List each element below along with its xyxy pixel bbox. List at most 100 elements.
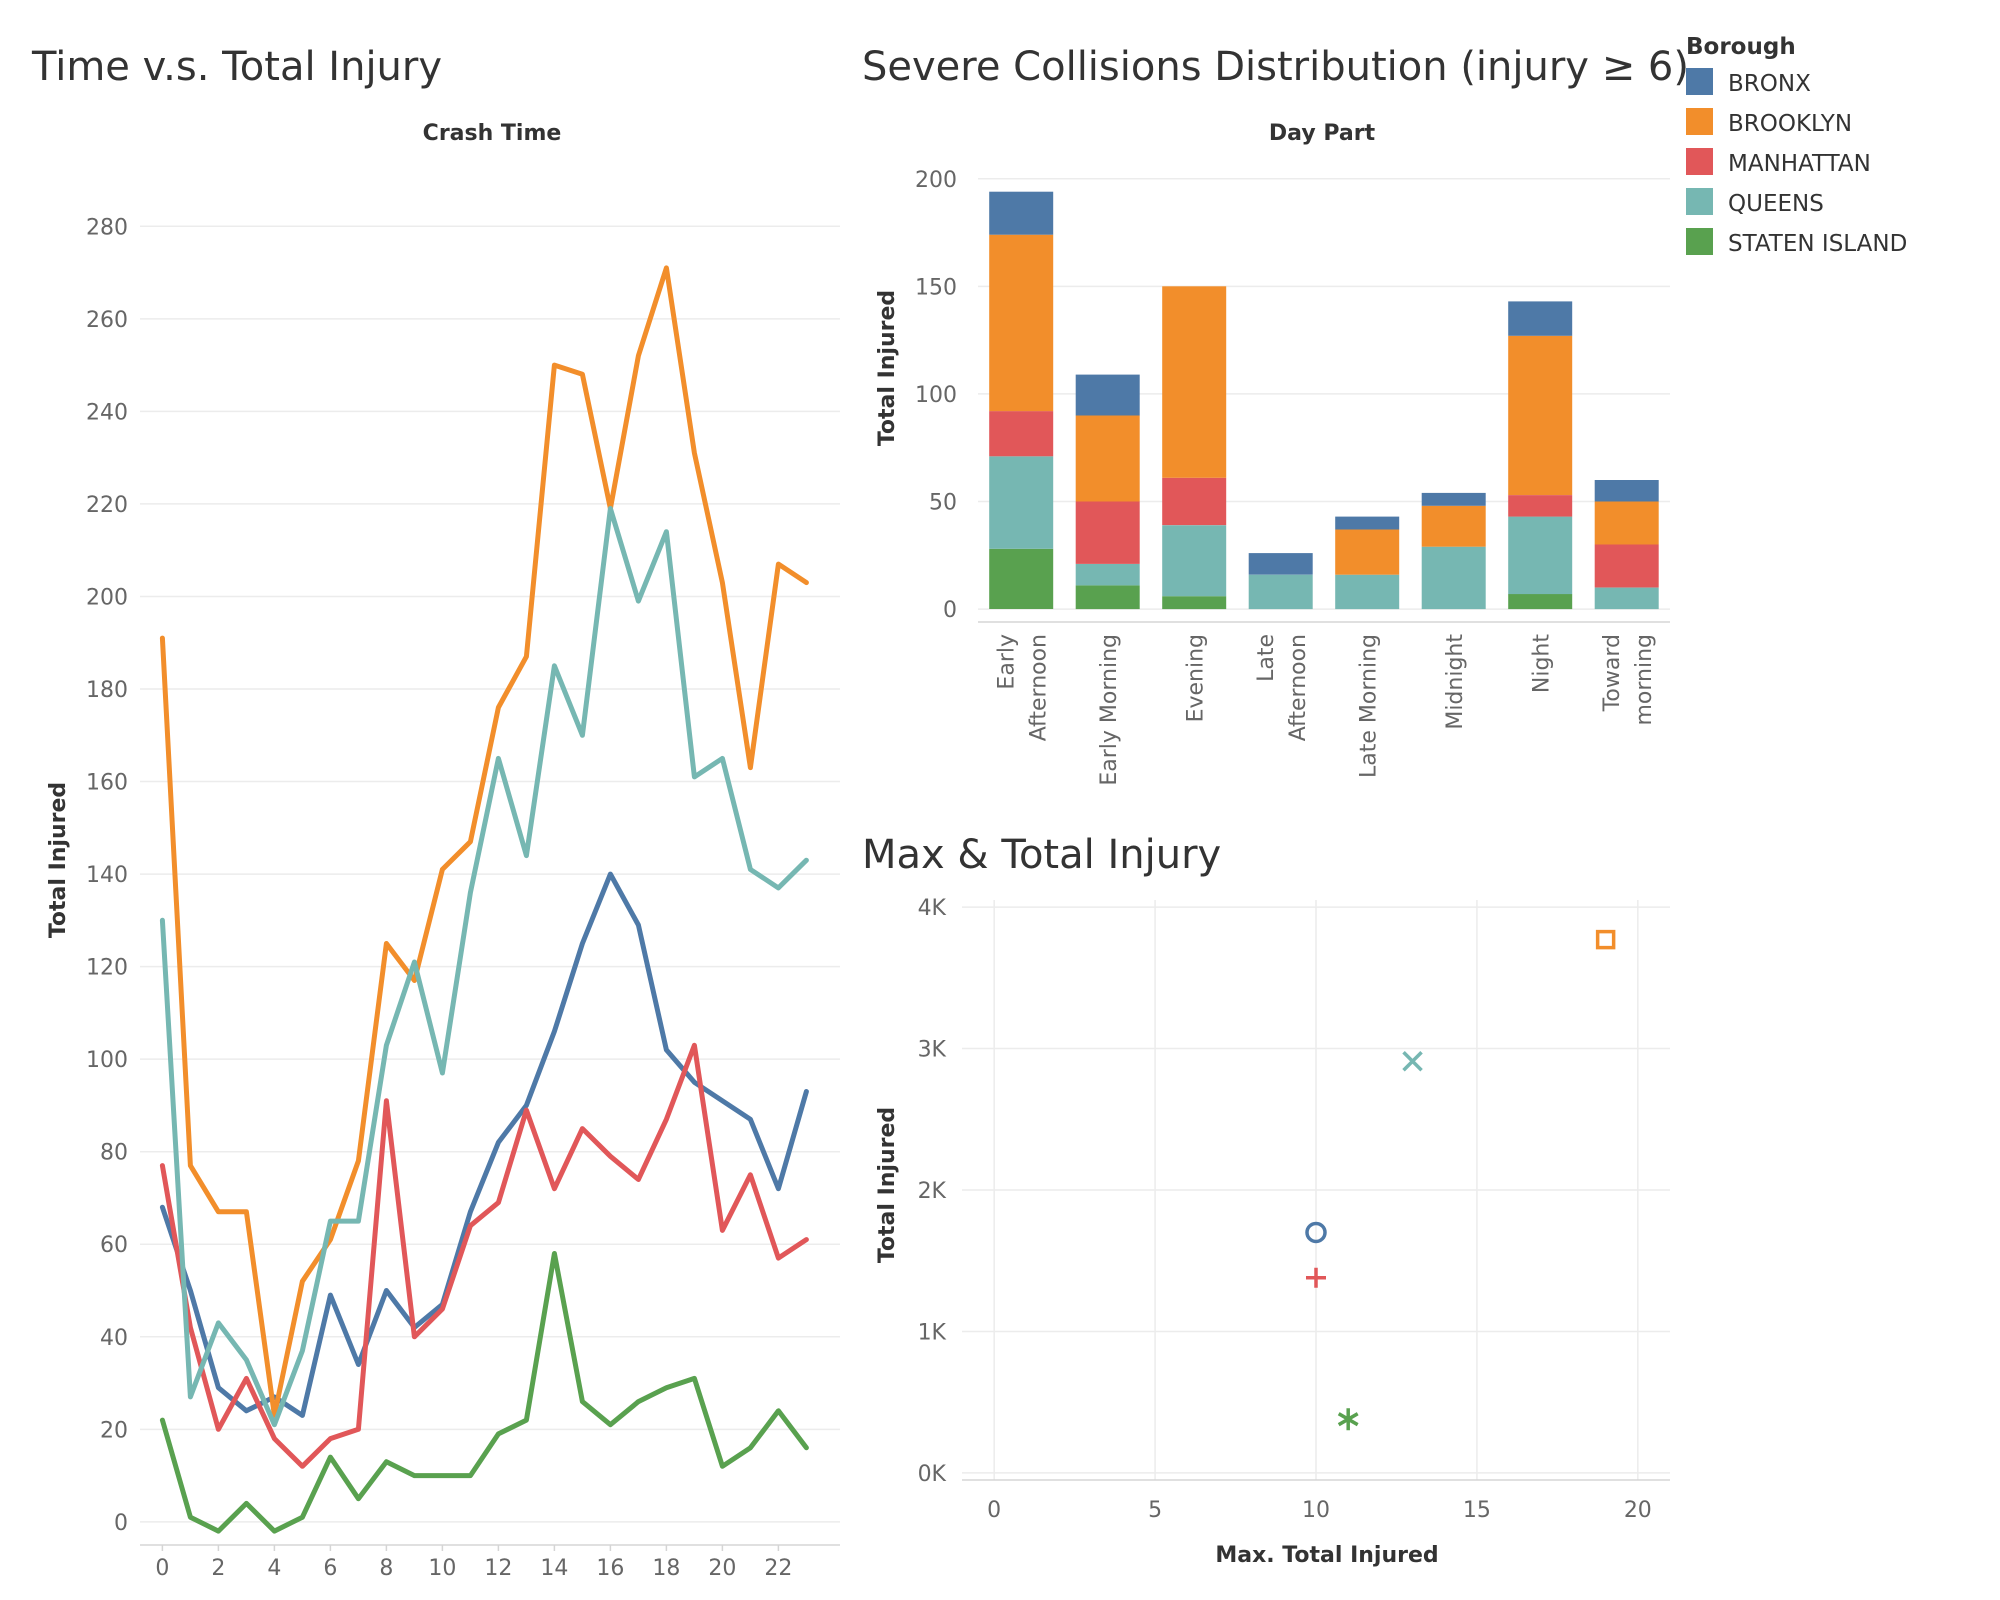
line-x-tick-label: 0 (155, 1556, 169, 1581)
bar-segment-queens (1248, 574, 1313, 610)
bar-y-tick-label: 150 (915, 275, 957, 300)
line-y-tick-label: 180 (86, 678, 128, 703)
bar-segment-bronx (1508, 301, 1573, 336)
borough-legend: Borough BRONX BROOKLYN MANHATTAN QUEENS STAT… (1686, 34, 1907, 257)
line-x-tick-label: 16 (596, 1556, 624, 1581)
scatter-chart-points (1305, 929, 1616, 1431)
scatter-point-queens (1402, 1051, 1423, 1072)
line-y-tick-label: 80 (100, 1141, 128, 1166)
bar-category-label: Late Afternoon (1254, 634, 1311, 741)
bar-segment-queens (1508, 516, 1573, 595)
bar-category-label-line: Late Morning (1356, 634, 1381, 778)
line-y-tick-label: 60 (100, 1233, 128, 1258)
line-y-tick-label: 240 (86, 400, 128, 425)
bar-segment-bronx (1594, 480, 1659, 502)
bar-category-label: Early Morning (1097, 634, 1122, 786)
line-series-brooklyn (159, 265, 809, 1418)
line-x-tick-label: 6 (323, 1556, 337, 1581)
bar-segment-staten-island (1508, 594, 1573, 610)
bar-chart-x-axis-title: Day Part (1269, 121, 1376, 146)
scatter-point-bronx (1305, 1221, 1327, 1244)
line-x-tick-label: 4 (267, 1556, 281, 1581)
line-x-tick-label: 14 (540, 1556, 568, 1581)
scatter-x-tick-label: 5 (1148, 1498, 1162, 1523)
scatter-chart-grid (962, 900, 1670, 1481)
bar-category-label-line: Early Morning (1097, 634, 1122, 786)
bar-y-tick-label: 100 (915, 383, 957, 408)
line-x-tick-label: 10 (428, 1556, 456, 1581)
line-chart-title: Time v.s. Total Injury (31, 44, 442, 90)
bar-category-label: Toward morning (1600, 634, 1657, 726)
line-y-tick-label: 0 (114, 1511, 128, 1536)
bar-category-label-line: Toward (1600, 634, 1625, 712)
scatter-point-staten-island (1337, 1408, 1359, 1431)
bar-chart-bars (989, 191, 1659, 610)
line-x-tick-label: 20 (708, 1556, 736, 1581)
bar-segment-queens (1335, 574, 1400, 610)
bar-segment-staten-island (1075, 585, 1140, 610)
legend-items: BRONX BROOKLYN MANHATTAN QUEENS STATEN ISLAN… (1686, 68, 1907, 257)
bar-segment-brooklyn (1594, 501, 1659, 545)
bar-segment-bronx (1421, 492, 1486, 506)
bar-chart-title: Severe Collisions Distribution (injury ≥… (862, 44, 1689, 90)
bar-category-label: Evening (1183, 634, 1208, 722)
line-y-tick-label: 40 (100, 1326, 128, 1351)
scatter-chart-y-axis-title: Total Injured (875, 1107, 900, 1263)
bar-y-tick-label: 50 (929, 491, 957, 516)
line-x-tick-label: 8 (379, 1556, 393, 1581)
line-y-tick-label: 220 (86, 493, 128, 518)
legend-swatch-queens (1686, 188, 1713, 215)
scatter-chart-title: Max & Total Injury (862, 832, 1221, 878)
bar-segment-bronx (1335, 516, 1400, 530)
scatter-x-tick-label: 15 (1463, 1498, 1491, 1523)
bar-category-label-line: Night (1529, 634, 1554, 693)
scatter-chart-panel: Max & Total Injury Max. Total Injured To… (862, 832, 1670, 1568)
scatter-chart-x-axis-title: Max. Total Injured (1215, 1543, 1438, 1568)
legend-label-staten-island: STATEN ISLAND (1728, 231, 1907, 257)
bar-segment-manhattan (1594, 544, 1659, 588)
bar-category-label: Night (1529, 634, 1554, 693)
line-series-queens (159, 506, 809, 1428)
line-chart-x-axis-title: Crash Time (423, 121, 562, 146)
bar-segment-bronx (989, 191, 1054, 235)
legend-swatch-manhattan (1686, 148, 1713, 175)
line-chart-y-axis-title: Total Injured (46, 782, 71, 938)
bar-segment-queens (989, 456, 1054, 549)
bar-segment-manhattan (1162, 477, 1227, 526)
line-chart-x-ticks: 0 2 4 6 8 10 12 14 16 18 20 22 (155, 1545, 792, 1581)
line-y-tick-label: 200 (86, 585, 128, 610)
bar-segment-queens (1421, 546, 1486, 610)
line-chart-series (159, 265, 809, 1534)
bar-segment-manhattan (1075, 501, 1140, 564)
bar-segment-manhattan (989, 411, 1054, 457)
scatter-chart-x-ticks: 0 5 10 15 20 (987, 1498, 1652, 1523)
line-series-manhattan (159, 1042, 809, 1469)
bar-segment-queens (1594, 587, 1659, 610)
bar-segment-bronx (1248, 553, 1313, 575)
line-y-tick-label: 260 (86, 308, 128, 333)
line-x-tick-label: 2 (211, 1556, 225, 1581)
line-y-tick-label: 100 (86, 1048, 128, 1073)
bar-segment-brooklyn (1335, 529, 1400, 575)
scatter-y-tick-label: 1K (918, 1320, 947, 1345)
line-y-tick-label: 140 (86, 863, 128, 888)
line-series-staten-island (159, 1251, 809, 1534)
bar-chart-category-labels: Early Afternoon Early Morning Evening Late Af… (994, 634, 1657, 786)
legend-swatch-staten-island (1686, 228, 1713, 255)
bar-segment-queens (1075, 563, 1140, 586)
line-y-tick-label: 280 (86, 215, 128, 240)
bar-segment-staten-island (1162, 596, 1227, 610)
line-x-tick-label: 22 (764, 1556, 792, 1581)
bar-segment-bronx (1075, 374, 1140, 416)
line-x-tick-label: 12 (484, 1556, 512, 1581)
legend-label-queens: QUEENS (1728, 191, 1824, 217)
scatter-y-tick-label: 3K (918, 1038, 947, 1063)
bar-segment-manhattan (1508, 495, 1573, 517)
bar-y-tick-label: 200 (915, 168, 957, 193)
legend-swatch-brooklyn (1686, 108, 1713, 135)
bar-segment-brooklyn (1508, 335, 1573, 495)
bar-category-label: Early Afternoon (994, 634, 1051, 741)
line-y-tick-label: 20 (100, 1418, 128, 1443)
bar-segment-brooklyn (989, 234, 1054, 412)
